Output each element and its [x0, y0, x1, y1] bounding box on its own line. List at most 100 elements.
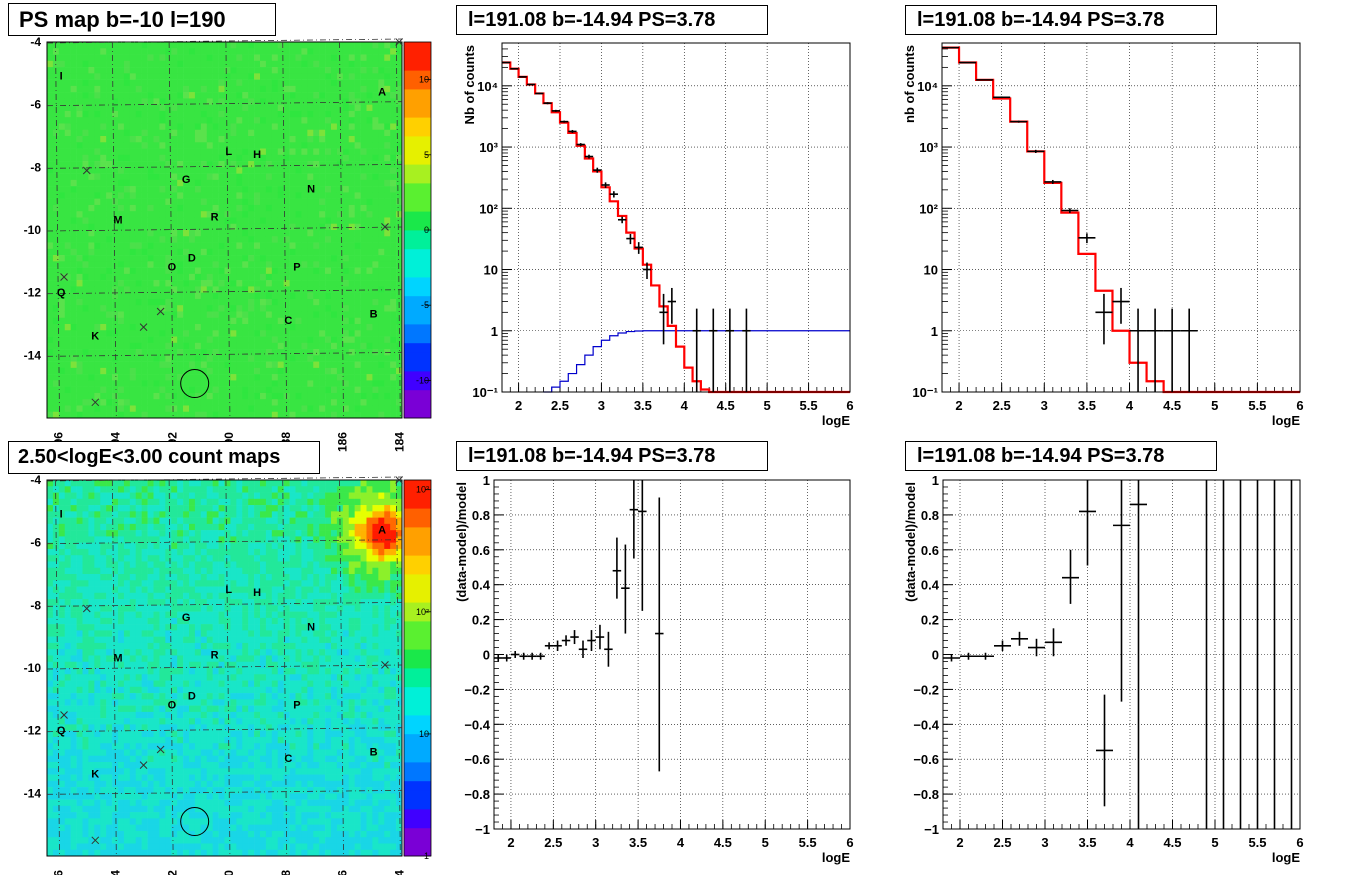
data-point [561, 635, 571, 646]
graticule-l [395, 41, 401, 419]
data-point [551, 109, 560, 112]
x-tick-label: 6 [1296, 835, 1303, 850]
graticule-b [46, 38, 403, 44]
data-point [642, 262, 652, 280]
skymap-map_cnt: 196 194 192 190 188 186 184 -4 -6 -8 -10 -12 -14 I A L H… [24, 473, 432, 875]
colorbar-tick-label: 0 [424, 225, 429, 235]
y-tick-label: −0.8 [464, 787, 490, 802]
graticule-l [55, 479, 60, 857]
y-tick-label: 10⁻¹ [912, 385, 938, 400]
data-point [544, 642, 554, 650]
data-point [634, 242, 643, 254]
data-point [994, 640, 1011, 652]
y-tick-label: 10² [919, 201, 938, 216]
data-point [942, 46, 960, 49]
x-axis-label: logE [1272, 413, 1300, 428]
x-tick-label: 4.5 [1163, 835, 1181, 850]
x-tick-label: 196 [52, 870, 66, 875]
colorbar: 10 5 0 -5 -10 [403, 41, 432, 419]
x-tick-label: 3.5 [1078, 835, 1096, 850]
colorbar-tick-label: 5 [424, 150, 429, 160]
y-tick-label: −1 [475, 822, 490, 837]
y-tick-label: -12 [24, 286, 42, 300]
colorbar-tick-label: 1 [424, 851, 429, 861]
data-point [1044, 179, 1062, 184]
graticule-l [55, 41, 60, 419]
y-tick-label: 0.2 [472, 613, 490, 628]
colorbar: 10³ 10² 10 1 [403, 479, 432, 861]
data-point [1129, 308, 1147, 392]
data-point [1078, 233, 1096, 244]
x-tick-label: 5 [1211, 398, 1218, 413]
data-point [527, 652, 537, 660]
data-point [609, 191, 618, 198]
data-point [977, 652, 994, 660]
x-tick-label: 184 [392, 432, 406, 452]
source-label-D: D [188, 690, 196, 702]
title-spectrum-left: l=191.08 b=-14.94 PS=3.78 [456, 5, 768, 35]
source-label-B: B [370, 309, 378, 321]
x-tick-label: 188 [279, 870, 293, 875]
y-tick-label: 1 [932, 473, 939, 488]
x-tick-label: 2.5 [551, 398, 569, 413]
y-tick-label: 1 [491, 324, 498, 339]
data-point [584, 154, 594, 159]
y-tick-label: -12 [24, 724, 42, 738]
y-tick-label: -14 [24, 786, 42, 800]
y-tick-label: 10⁻¹ [472, 385, 498, 400]
data-point [1062, 549, 1079, 604]
source-cross-marker [91, 398, 100, 407]
x-tick-label: 4.5 [717, 398, 735, 413]
y-tick-label: −0.6 [464, 752, 490, 767]
data-point [959, 61, 977, 64]
graticule-b [46, 539, 403, 545]
graticule-l [225, 479, 231, 857]
data-point [1061, 208, 1079, 213]
source-label-G: G [182, 174, 191, 186]
x-tick-label: 2.5 [993, 398, 1011, 413]
data-point [1095, 293, 1113, 345]
graticule-b [46, 226, 403, 232]
y-tick-label: 0.4 [921, 578, 940, 593]
source-label-A: A [378, 86, 386, 98]
y-tick-label: 10⁴ [917, 79, 938, 94]
data-point [960, 652, 977, 660]
colorbar-tick-label: 10 [419, 75, 429, 85]
data-point [604, 631, 613, 667]
title-map-ps: PS map b=-10 l=190 [8, 3, 276, 36]
source-cross-marker [156, 745, 165, 754]
source-cross-marker [156, 307, 165, 316]
source-cross-marker [139, 761, 148, 769]
x-tick-label: 184 [392, 870, 406, 875]
x-tick-label: 2 [507, 835, 514, 850]
y-tick-label: 0.2 [921, 613, 939, 628]
y-tick-label: 10 [484, 263, 498, 278]
data-point [502, 61, 511, 64]
y-tick-label: −0.2 [913, 682, 939, 697]
data-point [618, 216, 627, 224]
data-point [709, 308, 718, 392]
data-point [692, 308, 701, 392]
y-tick-label: -6 [30, 98, 41, 112]
y-tick-label: 0 [483, 648, 490, 663]
data-point [1113, 480, 1130, 702]
title-residual-right: l=191.08 b=-14.94 PS=3.78 [905, 441, 1217, 471]
graticule-l [339, 41, 344, 419]
source-cross-marker [91, 836, 100, 845]
source-label-K: K [91, 331, 99, 343]
y-tick-label: 10³ [919, 140, 938, 155]
source-label-N: N [307, 621, 315, 633]
data-point [560, 120, 569, 123]
x-tick-label: 5.5 [1248, 398, 1266, 413]
source-cross-marker [381, 661, 389, 669]
source-label-M: M [113, 215, 122, 227]
data-point [1079, 480, 1096, 566]
plot-area [942, 43, 1300, 392]
x-axis-label: logE [822, 850, 850, 865]
y-tick-label: -10 [24, 661, 42, 675]
source-label-O: O [168, 262, 177, 274]
y-tick-label: 10⁴ [477, 79, 498, 94]
graticule-b [46, 664, 403, 670]
x-tick-label: 4.5 [714, 835, 732, 850]
source-label-L: L [225, 584, 232, 596]
